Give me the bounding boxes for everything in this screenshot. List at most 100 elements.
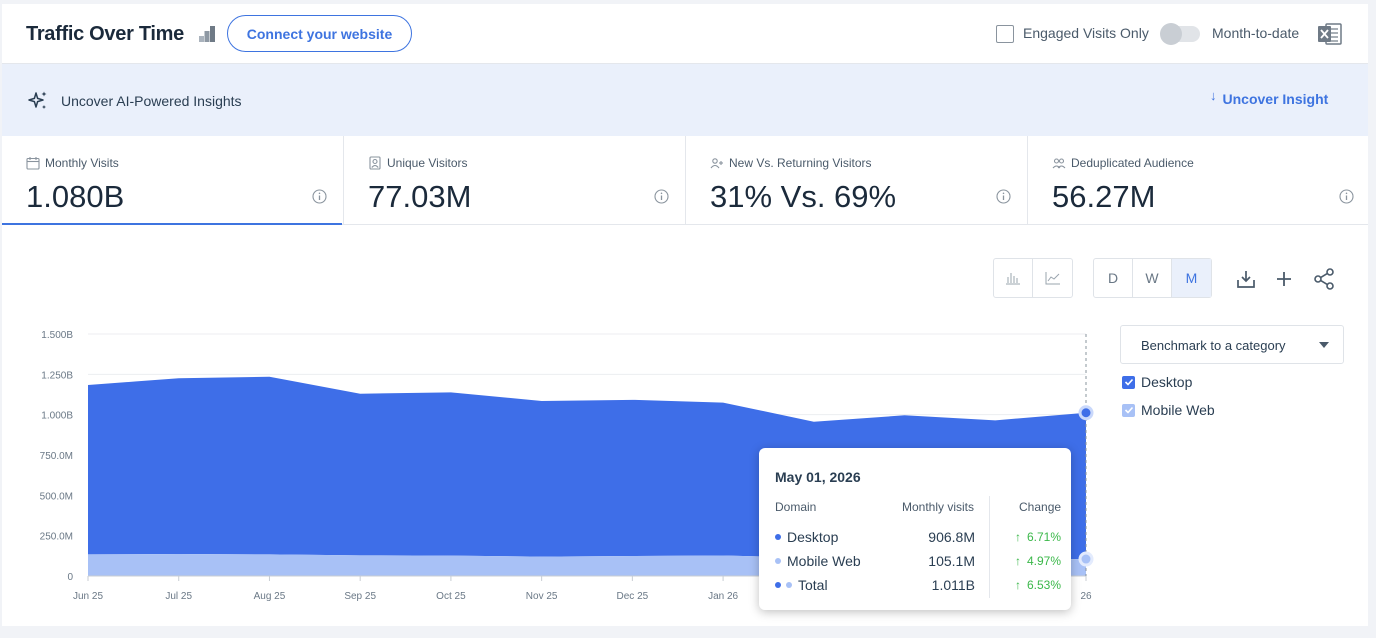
granularity-monthly-button[interactable]: M bbox=[1172, 259, 1211, 297]
tooltip-name-text: Mobile Web bbox=[787, 553, 861, 569]
bar-chart-button[interactable] bbox=[994, 259, 1033, 297]
arrow-up-icon: ↑ bbox=[1014, 554, 1021, 568]
toggle-knob bbox=[1160, 23, 1182, 45]
y-tick-label: 500.0M bbox=[40, 491, 73, 502]
arrow-up-icon: ↑ bbox=[1014, 578, 1021, 592]
desktop-marker bbox=[1078, 405, 1094, 421]
chart-type-toggle bbox=[993, 258, 1073, 298]
chart-axes: 0 250.0M 500.0M 750.0M 1.000B 1.250B 1.500B Jun… bbox=[40, 330, 1092, 602]
metric-label-row: Monthly Visits bbox=[26, 156, 119, 170]
metric-label: Unique Visitors bbox=[387, 156, 468, 170]
tooltip-row-value: 1.011B bbox=[931, 577, 975, 593]
y-tick-label: 1.500B bbox=[41, 330, 73, 341]
tooltip-change-text: 6.53% bbox=[1026, 578, 1061, 592]
legend-mobile-web[interactable]: Mobile Web bbox=[1122, 402, 1215, 418]
rank-bars-icon[interactable] bbox=[198, 25, 216, 43]
tooltip-row-name: Total bbox=[775, 577, 828, 593]
calendar-icon bbox=[26, 157, 40, 170]
tooltip-col-change: Change bbox=[1019, 500, 1062, 514]
tooltip-row-change: ↑ 4.97% bbox=[1015, 554, 1061, 568]
metric-value: 31% Vs. 69% bbox=[710, 179, 897, 214]
download-icon[interactable] bbox=[1236, 269, 1256, 289]
x-tick-label: Sep 25 bbox=[344, 591, 376, 602]
tooltip-row-name: Desktop bbox=[775, 529, 838, 545]
metric-label-row: New Vs. Returning Visitors bbox=[710, 156, 872, 170]
traffic-panel: Traffic Over Time Connect your website E… bbox=[2, 4, 1368, 626]
panel-header: Traffic Over Time Connect your website E… bbox=[2, 4, 1368, 64]
add-icon[interactable] bbox=[1274, 269, 1294, 289]
granularity-weekly-button[interactable]: W bbox=[1133, 259, 1172, 297]
metric-label-row: Unique Visitors bbox=[368, 156, 467, 170]
info-icon[interactable] bbox=[996, 189, 1011, 204]
x-tick-label: 26 bbox=[1080, 591, 1092, 602]
uncover-insight-label: Uncover Insight bbox=[1222, 91, 1329, 107]
checkbox-checked-icon[interactable] bbox=[1122, 375, 1135, 389]
metric-unique-visitors[interactable]: Unique Visitors 77.03M bbox=[344, 136, 686, 224]
x-tick-label: Aug 25 bbox=[254, 591, 286, 602]
tooltip-change-text: 4.97% bbox=[1026, 554, 1061, 568]
caret-down-icon bbox=[1319, 342, 1329, 348]
info-icon[interactable] bbox=[1339, 189, 1354, 204]
chart-tooltip: May 01, 2026 Domain Monthly visits Chang… bbox=[759, 448, 1071, 610]
x-tick-label: Jan 26 bbox=[708, 591, 738, 602]
line-chart-icon bbox=[1045, 272, 1060, 285]
tooltip-row-mobile-web: Mobile Web 105.1M ↑ 4.97% bbox=[775, 553, 1063, 571]
info-icon[interactable] bbox=[312, 189, 327, 204]
connect-website-button[interactable]: Connect your website bbox=[227, 15, 412, 52]
metric-value: 77.03M bbox=[368, 179, 472, 214]
x-tick-label: Jun 25 bbox=[73, 591, 103, 602]
x-tick-label: Nov 25 bbox=[526, 591, 558, 602]
benchmark-dropdown[interactable]: Benchmark to a category bbox=[1120, 325, 1344, 364]
tooltip-row-change: ↑ 6.53% bbox=[1015, 578, 1061, 592]
page-title: Traffic Over Time bbox=[26, 23, 184, 45]
tooltip-change-text: 6.71% bbox=[1026, 530, 1061, 544]
dot-icon bbox=[775, 558, 781, 564]
insights-text: Uncover AI-Powered Insights bbox=[61, 93, 242, 109]
line-chart-button[interactable] bbox=[1033, 259, 1072, 297]
metric-label-row: Deduplicated Audience bbox=[1052, 156, 1194, 170]
tooltip-name-text: Total bbox=[798, 577, 828, 593]
dot-icon bbox=[775, 582, 781, 588]
tooltip-row-desktop: Desktop 906.8M ↑ 6.71% bbox=[775, 529, 1063, 547]
legend-label: Mobile Web bbox=[1141, 402, 1215, 418]
engaged-visits-checkbox[interactable] bbox=[996, 25, 1014, 43]
legend-desktop[interactable]: Desktop bbox=[1122, 374, 1192, 390]
engaged-visits-label: Engaged Visits Only bbox=[1023, 25, 1149, 41]
tooltip-row-name: Mobile Web bbox=[775, 553, 861, 569]
bar-chart-icon bbox=[1006, 273, 1020, 285]
checkbox-checked-icon[interactable] bbox=[1122, 403, 1135, 417]
mobile-web-marker bbox=[1078, 551, 1094, 567]
granularity-daily-button[interactable]: D bbox=[1094, 259, 1133, 297]
metric-label: Monthly Visits bbox=[45, 156, 119, 170]
granularity-toggle: D W M bbox=[1093, 258, 1212, 298]
dot-icon bbox=[775, 534, 781, 540]
uncover-insight-link[interactable]: ↓ Uncover Insight bbox=[1210, 88, 1329, 107]
metric-new-vs-returning[interactable]: New Vs. Returning Visitors 31% Vs. 69% bbox=[686, 136, 1028, 224]
excel-export-icon[interactable] bbox=[1317, 22, 1343, 46]
metric-label: New Vs. Returning Visitors bbox=[729, 156, 872, 170]
metric-deduplicated-audience[interactable]: Deduplicated Audience 56.27M bbox=[1028, 136, 1370, 224]
metric-monthly-visits[interactable]: Monthly Visits 1.080B bbox=[2, 136, 344, 225]
info-icon[interactable] bbox=[654, 189, 669, 204]
share-icon[interactable] bbox=[1313, 268, 1335, 290]
y-tick-label: 750.0M bbox=[40, 451, 73, 462]
add-user-icon bbox=[710, 158, 723, 169]
y-tick-label: 1.000B bbox=[41, 411, 73, 422]
tooltip-col-domain: Domain bbox=[775, 500, 817, 514]
metric-label: Deduplicated Audience bbox=[1071, 156, 1194, 170]
down-arrow-icon: ↓ bbox=[1210, 88, 1217, 103]
y-tick-label: 0 bbox=[67, 572, 73, 583]
x-tick-label: Dec 25 bbox=[617, 591, 649, 602]
month-to-date-label: Month-to-date bbox=[1212, 25, 1300, 41]
month-to-date-toggle[interactable] bbox=[1160, 23, 1200, 45]
legend-label: Desktop bbox=[1141, 374, 1193, 390]
tooltip-row-value: 906.8M bbox=[928, 529, 975, 545]
sparkle-icon bbox=[28, 91, 47, 109]
ai-insights-banner: Uncover AI-Powered Insights ↓ Uncover Ins… bbox=[2, 64, 1368, 136]
benchmark-label: Benchmark to a category bbox=[1141, 338, 1286, 353]
tooltip-name-text: Desktop bbox=[787, 529, 839, 545]
person-badge-icon bbox=[369, 156, 381, 170]
tooltip-divider bbox=[989, 496, 990, 598]
arrow-up-icon: ↑ bbox=[1014, 530, 1021, 544]
chart-markers bbox=[1078, 334, 1094, 576]
